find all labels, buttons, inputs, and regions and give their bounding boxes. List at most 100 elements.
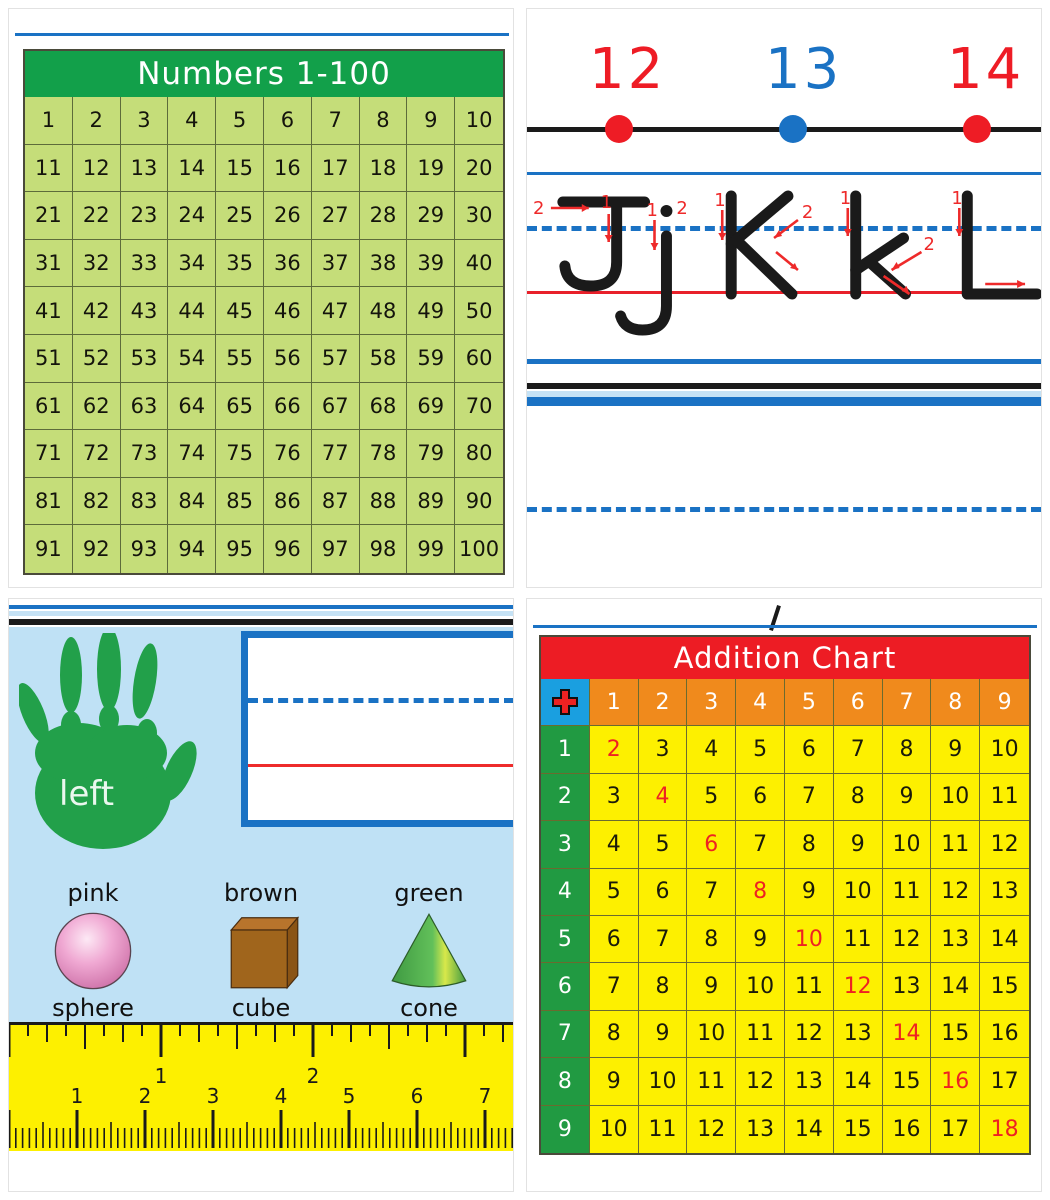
writebox-midline (248, 698, 513, 703)
number-cell: 96 (263, 525, 312, 573)
addition-row-header: 8 (541, 1058, 590, 1106)
addition-row-header: 5 (541, 916, 590, 964)
number-cell: 3 (120, 97, 169, 145)
number-cell: 10 (455, 97, 503, 145)
number-cell: 36 (263, 239, 312, 288)
addition-col-header: 3 (687, 679, 737, 727)
addition-cell: 13 (736, 1105, 785, 1153)
addition-cell: 12 (687, 1105, 737, 1153)
addition-row-header: 9 (541, 1105, 590, 1153)
addition-cell: 8 (638, 963, 688, 1011)
panel-top-rule (533, 625, 1037, 628)
number-cell: 34 (168, 239, 217, 288)
ruler-inch-label: 2 (307, 1064, 320, 1088)
addition-cell: 11 (736, 1010, 785, 1059)
number-cell: 81 (25, 477, 73, 526)
addition-cell: 4 (589, 821, 639, 869)
number-cell: 76 (263, 430, 312, 478)
addition-cell: 9 (784, 868, 834, 916)
writing-practice-box[interactable] (241, 631, 513, 827)
number-cell: 70 (455, 382, 503, 431)
number-cell: 83 (120, 477, 169, 526)
ruler-inch-label: 1 (155, 1064, 168, 1088)
addition-col-header: 7 (882, 679, 932, 727)
numbers-chart-title: Numbers 1-100 (25, 51, 503, 97)
handprint-label: left (59, 774, 114, 814)
addition-cell: 9 (638, 1010, 688, 1059)
number-cell: 73 (120, 430, 169, 478)
addition-cell-double: 2 (589, 726, 639, 774)
number-cell: 40 (455, 239, 503, 288)
number-cell: 22 (72, 192, 121, 240)
number-cell: 4 (168, 97, 217, 145)
addition-cell: 7 (784, 773, 834, 822)
number-cell: 15 (216, 144, 264, 193)
addition-cell: 10 (589, 1105, 639, 1153)
addition-cell: 7 (736, 821, 785, 869)
shape-name-cone: cone (400, 994, 458, 1022)
number-cell: 39 (407, 239, 456, 288)
addition-cell: 3 (638, 726, 688, 774)
ruler-cm-label: 2 (139, 1084, 152, 1108)
addition-cell: 7 (687, 868, 737, 916)
addition-cell: 4 (687, 726, 737, 774)
number-cell: 92 (72, 525, 121, 573)
number-cell: 33 (120, 239, 169, 288)
addition-col-header: 6 (833, 679, 883, 727)
addition-cell: 6 (736, 773, 785, 822)
number-cell: 85 (216, 477, 264, 526)
addition-cell: 11 (784, 963, 834, 1011)
lower-blue-rule-1 (527, 359, 1041, 364)
addition-cell-double: 8 (736, 868, 785, 916)
addition-cell: 10 (638, 1058, 688, 1106)
number-cell: 87 (311, 477, 360, 526)
addition-cell: 9 (833, 821, 883, 869)
hundreds-chart: Numbers 1-100 1 2 3 4 5 6 7 8 9 10 11 12 13 14 15 16 17 1… (23, 49, 505, 575)
hundreds-grid: 1 2 3 4 5 6 7 8 9 10 11 12 13 14 15 16 17 18 19 20 21 22 23 24 2… (25, 97, 503, 573)
number-cell: 99 (407, 525, 456, 573)
shape-item-cube: brown cube (177, 879, 345, 1022)
handwriting-panel: 12 13 14 (526, 8, 1042, 588)
lower-dashed-guide (527, 507, 1041, 512)
addition-col-header: 9 (980, 679, 1029, 727)
letter-j-dot (660, 205, 673, 217)
number-cell: 7 (311, 97, 360, 145)
number-cell: 89 (407, 477, 456, 526)
number-cell: 71 (25, 430, 73, 478)
cube-icon (229, 916, 300, 990)
addition-cell-double: 18 (980, 1105, 1029, 1153)
addition-cell: 12 (882, 916, 932, 964)
number-cell: 44 (168, 287, 217, 335)
addition-cell: 7 (589, 963, 639, 1011)
addition-cell: 15 (882, 1058, 932, 1106)
addition-cell: 14 (931, 963, 981, 1011)
number-cell: 9 (407, 97, 456, 145)
stroke-number-j-1: 1 (647, 200, 658, 221)
number-line-label-14: 14 (947, 37, 1025, 102)
number-cell: 29 (407, 192, 456, 240)
addition-cell: 3 (589, 773, 639, 822)
number-cell: 51 (25, 334, 73, 383)
number-cell: 12 (72, 144, 121, 193)
number-cell: 52 (72, 334, 121, 383)
number-cell: 78 (359, 430, 408, 478)
number-cell: 42 (72, 287, 121, 335)
addition-row-header: 1 (541, 726, 590, 774)
number-cell: 59 (407, 334, 456, 383)
addition-corner-plus (541, 679, 590, 727)
ruler-cm-label: 1 (71, 1084, 84, 1108)
number-cell: 45 (216, 287, 264, 335)
addition-cell: 14 (784, 1105, 834, 1153)
shape-name-sphere: sphere (52, 994, 134, 1022)
writebox-baseline (248, 764, 513, 767)
number-cell: 18 (359, 144, 408, 193)
number-cell: 91 (25, 525, 73, 573)
sphere-icon (54, 912, 132, 990)
number-cell: 64 (168, 382, 217, 431)
addition-col-header: 8 (931, 679, 981, 727)
number-cell: 37 (311, 239, 360, 288)
addition-cell: 14 (980, 916, 1029, 964)
addition-cell: 12 (736, 1058, 785, 1106)
number-cell: 56 (263, 334, 312, 383)
